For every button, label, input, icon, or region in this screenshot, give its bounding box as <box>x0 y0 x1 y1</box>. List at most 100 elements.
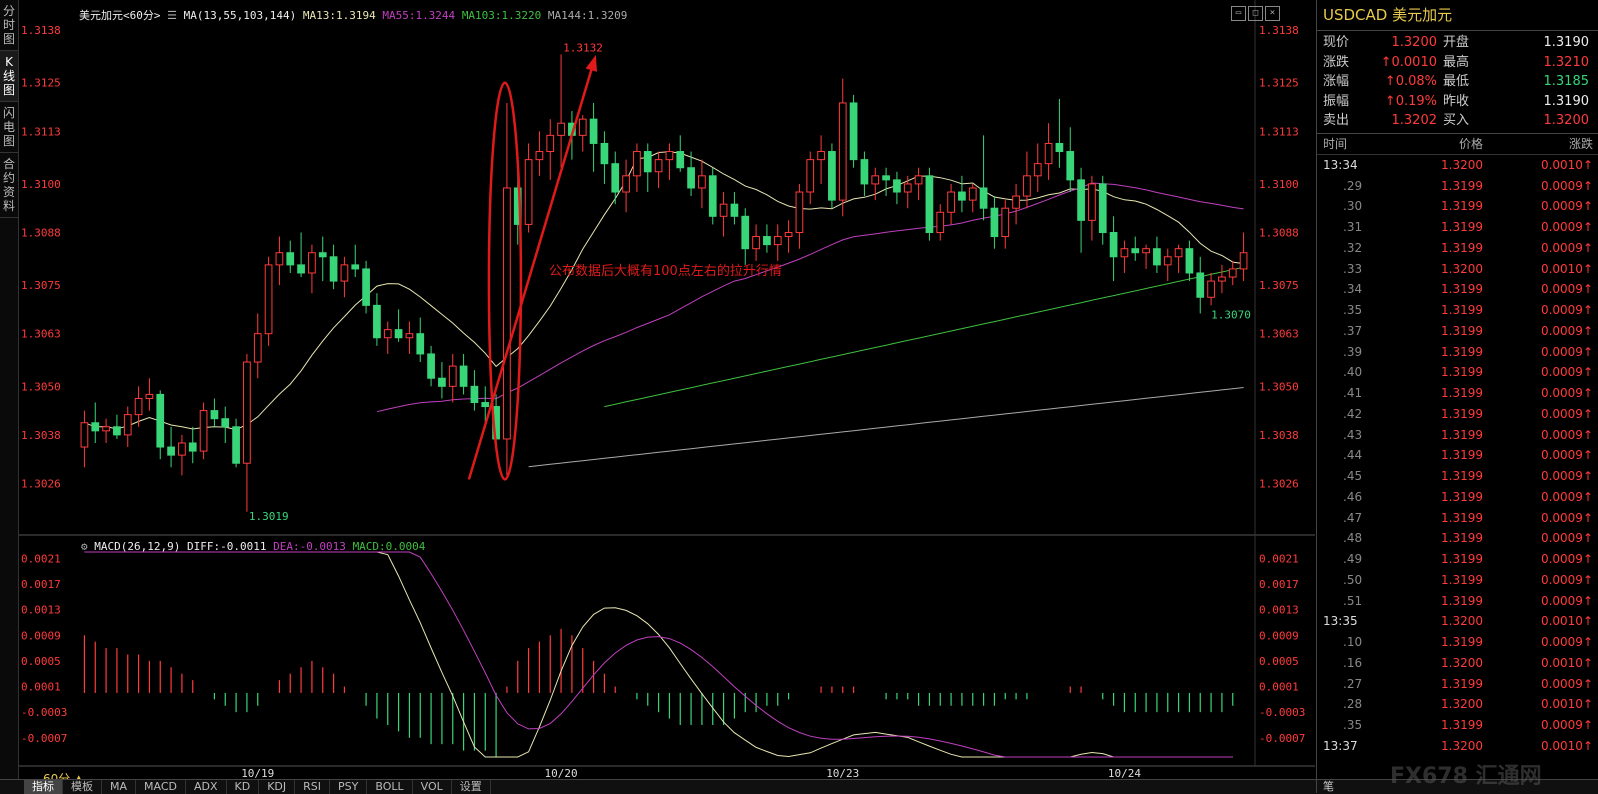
indicator-toolbar: 指标 模板 MA MACD ADX KD KDJ RSI PSY BOLL VO… <box>0 779 1316 794</box>
candle-body <box>1055 142 1064 153</box>
tick-time: .49 <box>1343 552 1363 567</box>
tick-time: .29 <box>1343 178 1363 193</box>
tick-price: 1.3199 <box>1441 635 1483 650</box>
tick-row: .28 1.3200 0.0010↑ <box>1317 694 1598 715</box>
tick-row: .49 1.3199 0.0009↑ <box>1317 549 1598 570</box>
tab-boll[interactable]: BOLL <box>367 780 413 794</box>
tick-time: .43 <box>1343 427 1363 442</box>
candle-body <box>286 252 295 266</box>
candle-body <box>1153 248 1161 266</box>
tab-settings[interactable]: 设置 <box>452 780 491 794</box>
candle-body <box>1196 272 1205 298</box>
candle-body <box>752 236 760 250</box>
candle-body <box>297 264 305 274</box>
quote-title: USDCAD 美元加元 <box>1317 0 1598 31</box>
tab-lightning[interactable]: 闪电图 <box>0 102 18 153</box>
candle-body <box>1239 252 1248 270</box>
macd-tick-left: -0.0003 <box>21 706 67 719</box>
tick-change: 0.0009↑ <box>1540 593 1593 608</box>
y-tick-left: 1.3113 <box>21 125 61 138</box>
chart-area[interactable]: 1.3138 1.3138 1.3125 1.3125 1.3113 1.3113 1.31… <box>19 0 1315 793</box>
tick-price: 1.3199 <box>1441 572 1483 587</box>
tick-row: .32 1.3199 0.0009↑ <box>1317 238 1598 259</box>
ma103-value: MA103:1.3220 <box>461 9 542 22</box>
tab-kline[interactable]: K线图 <box>0 51 18 102</box>
candle-body <box>340 264 349 282</box>
candle-body <box>427 353 435 379</box>
tick-price: 1.3200 <box>1441 738 1483 753</box>
candle-body <box>828 151 836 201</box>
high-price-label: 1.3132 <box>563 41 603 54</box>
tick-change: 0.0009↑ <box>1540 489 1593 504</box>
tab-indicators[interactable]: 指标 <box>24 780 63 794</box>
tick-price: 1.3199 <box>1441 386 1483 401</box>
y-tick-right: 1.3088 <box>1259 226 1299 239</box>
tick-row: .31 1.3199 0.0009↑ <box>1317 217 1598 238</box>
y-tick-left: 1.3100 <box>21 178 61 191</box>
tick-price: 1.3199 <box>1441 365 1483 380</box>
candle-body <box>405 333 414 339</box>
maximize-icon[interactable]: □ <box>1248 6 1263 21</box>
ma144-line <box>528 387 1244 468</box>
tab-vol[interactable]: VOL <box>413 780 452 794</box>
tab-ma[interactable]: MA <box>102 780 137 794</box>
tick-price: 1.3199 <box>1441 718 1483 733</box>
tick-header-change: 涨跌 <box>1568 136 1593 151</box>
candle-body <box>817 151 825 161</box>
macd-macd-value: MACD:0.0004 <box>352 540 426 553</box>
tab-psy[interactable]: PSY <box>330 780 368 794</box>
y-tick-right: 1.3113 <box>1259 125 1299 138</box>
symbol-period-label[interactable]: 美元加元<60分> <box>79 9 161 22</box>
annotation-arrow <box>467 62 595 480</box>
candle-body <box>990 207 999 238</box>
x-date-label: 10/24 <box>1108 767 1141 779</box>
y-tick-right: 1.3050 <box>1259 380 1299 393</box>
macd-tick-left: 0.0017 <box>21 578 61 591</box>
tab-macd[interactable]: MACD <box>136 780 186 794</box>
tick-change: 0.0009↑ <box>1540 220 1593 235</box>
tick-row: .41 1.3199 0.0009↑ <box>1317 383 1598 404</box>
tab-timeshare[interactable]: 分时图 <box>0 0 18 51</box>
tick-header-price: 价格 <box>1458 136 1483 151</box>
candle-body <box>1033 163 1042 177</box>
tick-change: 0.0009↑ <box>1540 303 1593 318</box>
tab-kd[interactable]: KD <box>227 780 260 794</box>
main-chart-header: 美元加元<60分> ☰ MA(13,55,103,144) MA13:1.319… <box>79 7 627 23</box>
close-icon[interactable]: × <box>1265 6 1280 21</box>
tick-mode-tab[interactable]: 笔 <box>1317 779 1598 794</box>
kline-chart[interactable]: 1.3138 1.3138 1.3125 1.3125 1.3113 1.3113 1.31… <box>19 0 1315 779</box>
candle-body <box>914 175 923 185</box>
quote-value: ↑0.0010 <box>1380 54 1437 70</box>
tab-kdj[interactable]: KDJ <box>259 780 296 794</box>
tick-row: .48 1.3199 0.0009↑ <box>1317 528 1598 549</box>
tab-templates[interactable]: 模板 <box>63 780 102 794</box>
tick-price: 1.3199 <box>1441 489 1483 504</box>
macd-tick-left: 0.0013 <box>21 604 61 617</box>
macd-tick-left: 0.0009 <box>21 629 61 642</box>
tab-rsi[interactable]: RSI <box>295 780 331 794</box>
quote-label: 昨收 <box>1443 93 1470 109</box>
tab-contract-info[interactable]: 合约资料 <box>0 153 18 218</box>
candle-body <box>903 183 912 193</box>
candle-body <box>438 377 446 387</box>
y-tick-left: 1.3063 <box>21 328 61 341</box>
tick-time: .35 <box>1343 303 1363 318</box>
tab-adx[interactable]: ADX <box>186 780 227 794</box>
tick-time: .45 <box>1343 469 1363 484</box>
tick-time: .16 <box>1343 655 1363 670</box>
macd-dea-value: DEA:-0.0013 <box>273 540 346 553</box>
tick-change: 0.0009↑ <box>1540 199 1593 214</box>
tick-list[interactable]: 13:34 1.3200 0.0010↑ .29 1.3199 0.0009↑ .30 1.3… <box>1317 155 1598 757</box>
ma-settings-icon[interactable]: ☰ <box>167 9 177 22</box>
tick-price: 1.3199 <box>1441 240 1483 255</box>
macd-settings-icon[interactable]: ⚙ <box>81 540 88 553</box>
candle-body <box>481 402 490 408</box>
candle-body <box>167 446 175 456</box>
restore-icon[interactable]: ▭ <box>1231 6 1246 21</box>
tick-time: .28 <box>1343 697 1363 712</box>
candle-body <box>318 252 327 258</box>
tick-change: 0.0009↑ <box>1540 572 1593 587</box>
window-buttons: ▭ □ × <box>1231 6 1280 21</box>
tick-time: 13:34 <box>1323 157 1358 172</box>
candle-body <box>925 175 934 233</box>
